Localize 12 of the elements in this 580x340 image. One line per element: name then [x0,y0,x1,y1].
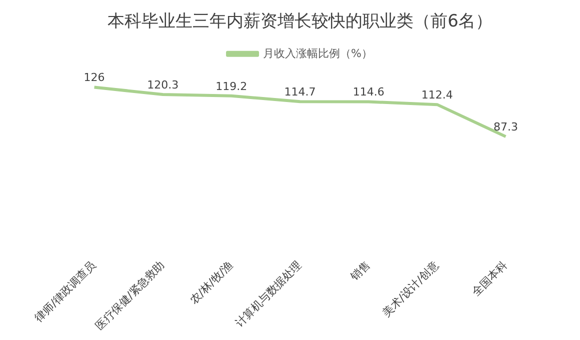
data-label: 119.2 [216,80,248,93]
data-label: 126 [84,71,105,84]
data-label: 114.7 [284,86,316,98]
legend-label: 月收入涨幅比例（%） [263,46,372,60]
data-label: 120.3 [147,78,179,92]
x-tick-label: 美术/设计/创意 [380,258,442,320]
data-label: 87.3 [493,120,518,134]
chart-title: 本科毕业生三年内薪资增长较快的职业类（前6名） [108,12,492,32]
x-tick-label: 销售 [347,258,373,284]
data-label: 114.6 [352,86,384,99]
x-tick-label: 全国本科 [470,258,510,299]
data-label: 112.4 [421,88,453,102]
